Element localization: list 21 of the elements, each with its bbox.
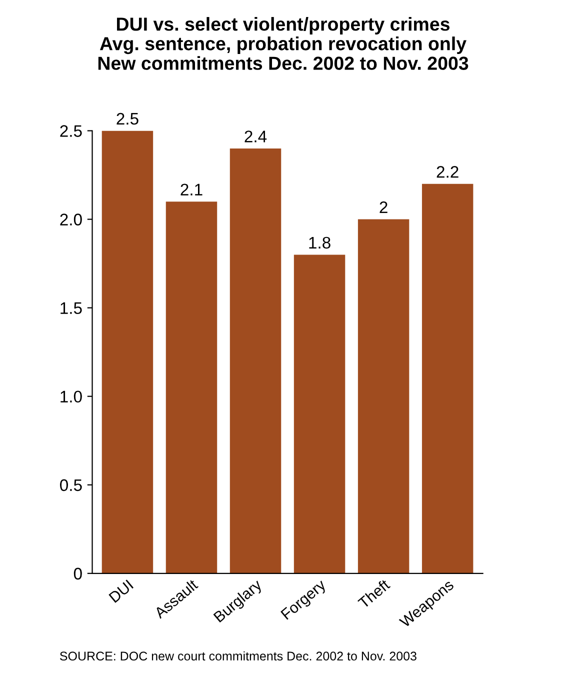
data-label: 1.8	[309, 236, 330, 249]
y-tick-label: 1.0	[60, 390, 82, 403]
bar	[422, 184, 474, 574]
data-label: 2.5	[116, 112, 138, 125]
y-tick-label: 2.0	[60, 214, 82, 226]
bar	[358, 219, 410, 574]
bar	[166, 202, 218, 574]
bar	[230, 148, 282, 574]
data-label: 2.2	[436, 166, 458, 178]
data-label: 2	[380, 201, 388, 214]
data-label: 2.1	[180, 184, 202, 196]
bar	[102, 130, 154, 574]
bar	[294, 254, 346, 574]
x-tick-label: DUI	[108, 580, 134, 603]
y-tick-label: 2.5	[60, 125, 82, 137]
y-tick-label: 0	[74, 568, 82, 580]
y-tick-label: 1.5	[60, 302, 82, 314]
chart-title: DUI vs. select violent/property crimes Avg. sentence, probation revocation only New commitments Dec. 2002 to Nov. 2003	[98, 17, 468, 70]
data-label: 2.4	[244, 130, 267, 142]
source-note: SOURCE: DOC new court commitments Dec. 2002 to Nov. 2003	[60, 651, 416, 661]
y-tick-label: 0.5	[60, 479, 82, 492]
